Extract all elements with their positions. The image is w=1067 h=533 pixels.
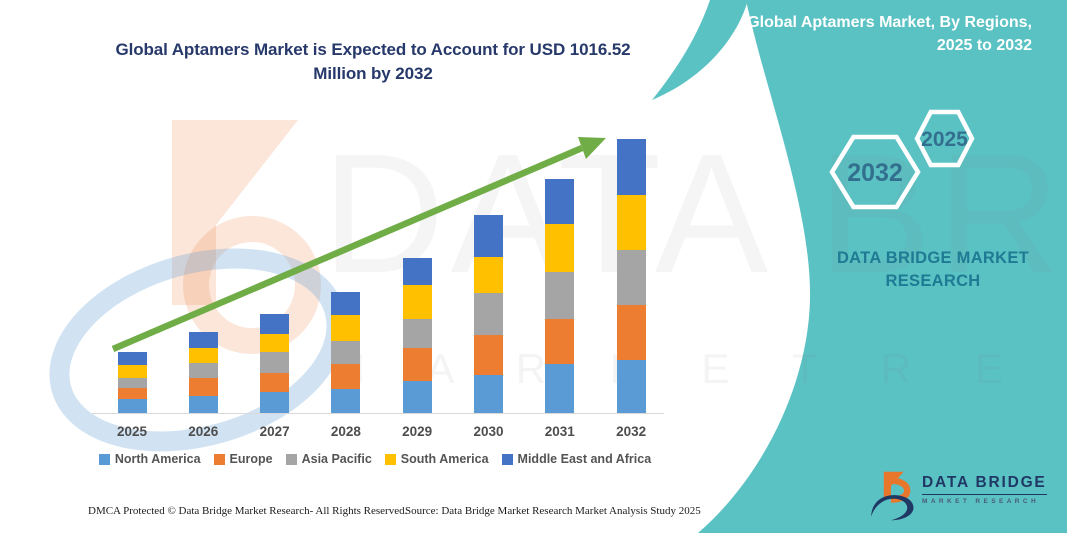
legend-label: Europe <box>229 452 273 466</box>
bar-segment-2026-north-america <box>188 396 218 413</box>
footer-source-text: Source: Data Bridge Market Research Mark… <box>405 505 701 517</box>
chart-title: Global Aptamers Market is Expected to Ac… <box>70 38 676 86</box>
bar-segment-2031-europe <box>545 318 575 364</box>
legend-swatch-icon <box>213 453 225 465</box>
bar-segment-2032-north-america <box>616 359 646 413</box>
bar-segment-2025-europe <box>117 387 147 399</box>
bar-segment-2030-middle-east-and-africa <box>474 215 503 258</box>
chart-legend: North America Europe Asia Pacific South Ame… <box>80 452 670 466</box>
bar-segment-2030-asia-pacific <box>474 293 503 336</box>
bar-segment-2031-north-america <box>545 363 575 413</box>
bar-segment-2032-europe <box>616 304 646 360</box>
legend-item-middle-east-and-africa: Middle East and Africa <box>501 452 652 466</box>
legend-swatch-icon <box>98 453 110 465</box>
legend-swatch-icon <box>285 453 297 465</box>
x-axis-label-2028: 2028 <box>330 424 361 439</box>
bar-segment-2026-south-america <box>188 347 218 363</box>
bar-segment-2027-middle-east-and-africa <box>260 314 290 334</box>
legend-label: Asia Pacific <box>301 452 372 466</box>
bar-segment-2028-south-america <box>331 315 361 342</box>
bar-segment-2025-south-america <box>117 365 147 378</box>
bar-segment-2026-middle-east-and-africa <box>188 331 218 348</box>
legend-item-south-america: South America <box>384 452 489 466</box>
legend-swatch-icon <box>384 453 396 465</box>
bar-segment-2030-south-america <box>474 257 503 294</box>
bar-segment-2028-asia-pacific <box>331 341 361 364</box>
bar-segment-2027-north-america <box>260 391 290 413</box>
legend-item-europe: Europe <box>213 452 273 466</box>
bar-segment-2030-north-america <box>474 374 503 413</box>
bar-segment-2027-asia-pacific <box>260 352 290 374</box>
bar-segment-2026-asia-pacific <box>188 362 218 378</box>
legend-label: Middle East and Africa <box>517 452 652 466</box>
x-axis-label-2029: 2029 <box>402 424 433 439</box>
bar-segment-2025-asia-pacific <box>117 377 147 388</box>
bar-segment-2027-europe <box>260 373 290 392</box>
legend-swatch-icon <box>501 453 513 465</box>
x-axis-label-2027: 2027 <box>259 424 290 439</box>
bar-segment-2032-south-america <box>616 194 646 250</box>
bar-segment-2031-south-america <box>545 224 575 273</box>
x-axis-label-2032: 2032 <box>616 424 647 439</box>
footer-dmca-text: DMCA Protected © Data Bridge Market Rese… <box>88 505 408 517</box>
bar-segment-2025-middle-east-and-africa <box>117 352 147 366</box>
bar-segment-2031-asia-pacific <box>545 272 575 319</box>
chart-title-line2: Million by 2032 <box>313 64 433 83</box>
bar-segment-2032-middle-east-and-africa <box>616 139 646 195</box>
legend-item-asia-pacific: Asia Pacific <box>285 452 372 466</box>
bar-segment-2025-north-america <box>117 398 147 413</box>
bar-segment-2031-middle-east-and-africa <box>545 179 575 225</box>
bar-segment-2028-middle-east-and-africa <box>331 292 361 316</box>
x-axis-line <box>92 413 664 414</box>
bar-segment-2029-middle-east-and-africa <box>402 258 432 285</box>
bar-segment-2030-europe <box>474 335 503 375</box>
bar-segment-2028-north-america <box>331 389 361 413</box>
x-axis-label-2030: 2030 <box>473 424 504 439</box>
x-axis-label-2031: 2031 <box>544 424 575 439</box>
bar-segment-2029-asia-pacific <box>402 318 432 349</box>
bar-segment-2028-europe <box>331 363 361 389</box>
x-axis-label-2026: 2026 <box>188 424 219 439</box>
bar-segment-2029-europe <box>402 348 432 381</box>
teal-sliver-shape <box>652 0 748 100</box>
teal-band-shape <box>698 0 1067 533</box>
trend-arrowhead <box>578 137 606 159</box>
legend-item-north-america: North America <box>98 452 201 466</box>
x-axis-label-2025: 2025 <box>116 424 148 439</box>
bar-segment-2026-europe <box>188 377 218 396</box>
bar-segment-2029-south-america <box>402 284 432 319</box>
bar-segment-2032-asia-pacific <box>616 249 646 305</box>
chart-title-line1: Global Aptamers Market is Expected to Ac… <box>115 40 631 59</box>
legend-label: South America <box>400 452 489 466</box>
bar-segment-2029-north-america <box>402 380 432 413</box>
bar-segment-2027-south-america <box>260 334 290 353</box>
legend-label: North America <box>114 452 201 466</box>
